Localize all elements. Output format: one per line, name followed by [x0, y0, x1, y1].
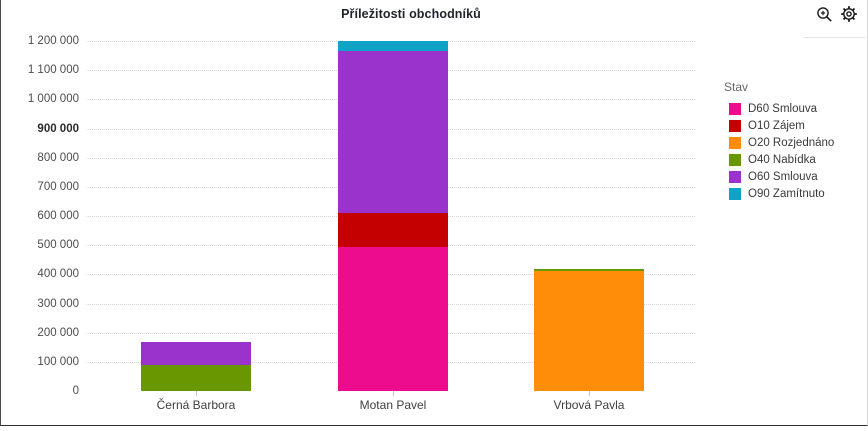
y-axis-label: 500 000 [37, 239, 79, 252]
x-axis-tick [196, 391, 197, 396]
legend-label: D60 Smlouva [748, 102, 818, 115]
legend-swatch [729, 119, 741, 132]
visual-header-toolbar [816, 5, 858, 23]
legend: D60 Smlouva O10 Zájem O20 Rozjednáno O40 Na… [729, 100, 834, 202]
y-axis-label: 900 000 [37, 122, 79, 135]
legend-label: O90 Zamítnuto [748, 187, 825, 200]
legend-item[interactable]: O10 Zájem [729, 117, 834, 134]
legend-swatch [729, 170, 741, 183]
y-axis-label: 700 000 [37, 180, 79, 193]
legend-label: O40 Nabídka [748, 153, 816, 166]
y-axis-label: 300 000 [37, 297, 79, 310]
legend-label: O10 Zájem [748, 119, 805, 132]
y-axis-label: 0 [72, 385, 79, 397]
bar-segment[interactable] [338, 41, 448, 52]
x-axis-tick [393, 391, 394, 396]
y-axis-label: 200 000 [37, 326, 79, 339]
legend-item[interactable]: O20 Rozjednáno [729, 134, 834, 151]
bar-segment[interactable] [534, 269, 644, 272]
bar-segment[interactable] [141, 342, 251, 366]
y-axis-label: 800 000 [37, 151, 79, 164]
toolbar-separator [804, 37, 866, 38]
legend-item[interactable]: O40 Nabídka [729, 151, 834, 168]
y-axis-label: 1 100 000 [27, 64, 79, 77]
x-axis-label: Motan Pavel [359, 398, 427, 412]
y-axis-label: 100 000 [37, 355, 79, 368]
legend-title: Stav [724, 80, 749, 94]
bar-segment[interactable] [141, 365, 251, 391]
x-axis-label: Vrbová Pavla [553, 398, 625, 412]
bar-segment[interactable] [338, 51, 448, 214]
legend-label: O20 Rozjednáno [748, 136, 835, 149]
x-axis-label: Černá Barbora [156, 398, 236, 412]
legend-swatch [729, 136, 741, 149]
settings-gear-icon[interactable] [840, 5, 858, 23]
y-axis-label: 400 000 [37, 268, 79, 281]
legend-label: O60 Smlouva [748, 170, 818, 183]
legend-swatch [729, 153, 741, 166]
zoom-in-icon[interactable] [816, 6, 833, 23]
legend-swatch [729, 187, 741, 200]
y-axis-label: 1 200 000 [27, 35, 79, 47]
bar-segment[interactable] [338, 246, 448, 391]
y-axis-label: 1 000 000 [27, 93, 79, 106]
chart-title: Příležitosti obchodníků [341, 7, 481, 21]
x-axis-tick [589, 391, 590, 396]
bar-segment[interactable] [338, 213, 448, 247]
legend-item[interactable]: O60 Smlouva [729, 168, 834, 185]
legend-item[interactable]: D60 Smlouva [729, 100, 834, 117]
legend-swatch [729, 102, 741, 115]
legend-item[interactable]: O90 Zamítnuto [729, 185, 834, 202]
y-axis-label: 600 000 [37, 210, 79, 222]
bar-segment[interactable] [534, 271, 644, 391]
